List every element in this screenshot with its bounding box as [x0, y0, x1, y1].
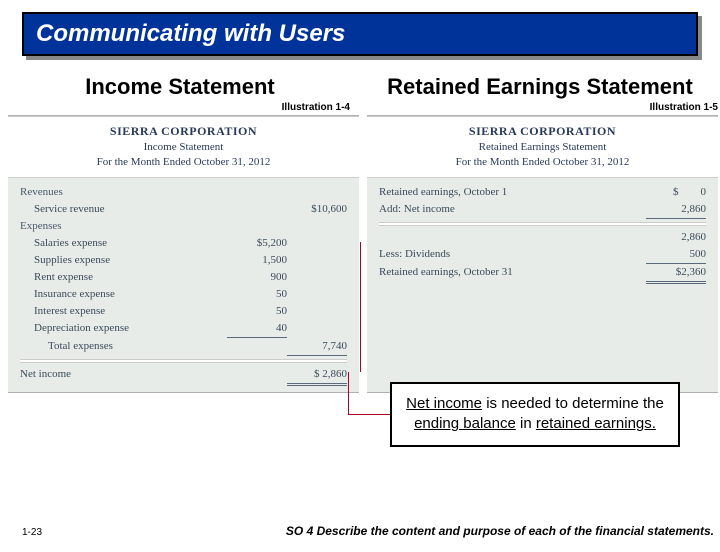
- total-expenses: Total expenses: [20, 338, 227, 356]
- revenues-label: Revenues: [20, 184, 227, 201]
- net-income-amt: $ 2,860: [287, 366, 347, 386]
- depreciation: Depreciation expense: [20, 320, 227, 338]
- callout-ending-balance: ending balance: [414, 415, 516, 432]
- income-body: Revenues Service revenue $10,600 Expenses…: [8, 178, 359, 393]
- total-expenses-amt: 7,740: [287, 338, 347, 356]
- callout-box: Net income is needed to determine the en…: [390, 382, 680, 447]
- illustration-left: Illustration 1-4: [0, 102, 368, 113]
- callout-net-income: Net income: [406, 395, 482, 412]
- illustration-labels: Illustration 1-4 Illustration 1-5: [0, 102, 720, 113]
- salaries-amt: $5,200: [227, 235, 287, 252]
- income-statement: SIERRA CORPORATION Income Statement For …: [8, 115, 359, 393]
- retained-company: SIERRA CORPORATION: [367, 123, 718, 140]
- add-net-income-amt: 2,860: [646, 201, 706, 219]
- callout-retained-earnings: retained earnings.: [536, 415, 656, 432]
- insurance: Insurance expense: [20, 286, 227, 303]
- heading-income: Income Statement: [0, 74, 360, 100]
- service-revenue: Service revenue: [20, 201, 227, 218]
- retained-title: Retained Earnings Statement: [367, 140, 718, 155]
- retained-header: SIERRA CORPORATION Retained Earnings Sta…: [367, 116, 718, 178]
- re-oct31: Retained earnings, October 31: [379, 264, 646, 284]
- divider-2: [379, 222, 706, 226]
- re-oct1-amt: $ 0: [646, 184, 706, 201]
- connector-line-1: [348, 372, 349, 414]
- retained-earnings-statement: SIERRA CORPORATION Retained Earnings Sta…: [367, 115, 718, 393]
- net-income: Net income: [20, 366, 227, 386]
- connector-line-3: [360, 242, 361, 372]
- supplies-amt: 1,500: [227, 252, 287, 269]
- re-oct31-amt: $2,360: [646, 264, 706, 284]
- rent: Rent expense: [20, 269, 227, 286]
- less-dividends-amt: 500: [646, 246, 706, 264]
- study-objective: SO 4 Describe the content and purpose of…: [120, 524, 720, 538]
- interest: Interest expense: [20, 303, 227, 320]
- retained-period: For the Month Ended October 31, 2012: [367, 155, 718, 170]
- heading-retained: Retained Earnings Statement: [360, 74, 720, 100]
- salaries: Salaries expense: [20, 235, 227, 252]
- depreciation-amt: 40: [227, 320, 287, 338]
- section-headings: Income Statement Retained Earnings State…: [0, 74, 720, 100]
- income-header: SIERRA CORPORATION Income Statement For …: [8, 116, 359, 178]
- rent-amt: 900: [227, 269, 287, 286]
- callout-text-2: in: [516, 415, 536, 432]
- divider: [20, 359, 347, 363]
- footer: 1-23 SO 4 Describe the content and purpo…: [0, 524, 720, 538]
- connector-line-2: [348, 414, 390, 415]
- title-bar: Communicating with Users: [22, 12, 698, 56]
- income-title: Income Statement: [8, 140, 359, 155]
- illustration-right: Illustration 1-5: [368, 102, 720, 113]
- insurance-amt: 50: [227, 286, 287, 303]
- interest-amt: 50: [227, 303, 287, 320]
- re-oct1: Retained earnings, October 1: [379, 184, 646, 201]
- page-title: Communicating with Users: [36, 20, 345, 47]
- callout-text-1: is needed to determine the: [482, 395, 664, 412]
- supplies: Supplies expense: [20, 252, 227, 269]
- income-company: SIERRA CORPORATION: [8, 123, 359, 140]
- add-net-income: Add: Net income: [379, 201, 646, 219]
- page-number: 1-23: [0, 527, 120, 538]
- subtotal-amt: 2,860: [646, 229, 706, 246]
- retained-body: Retained earnings, October 1$ 0 Add: Net…: [367, 178, 718, 290]
- income-period: For the Month Ended October 31, 2012: [8, 155, 359, 170]
- less-dividends: Less: Dividends: [379, 246, 646, 264]
- service-revenue-amt: $10,600: [287, 201, 347, 218]
- expenses-label: Expenses: [20, 218, 227, 235]
